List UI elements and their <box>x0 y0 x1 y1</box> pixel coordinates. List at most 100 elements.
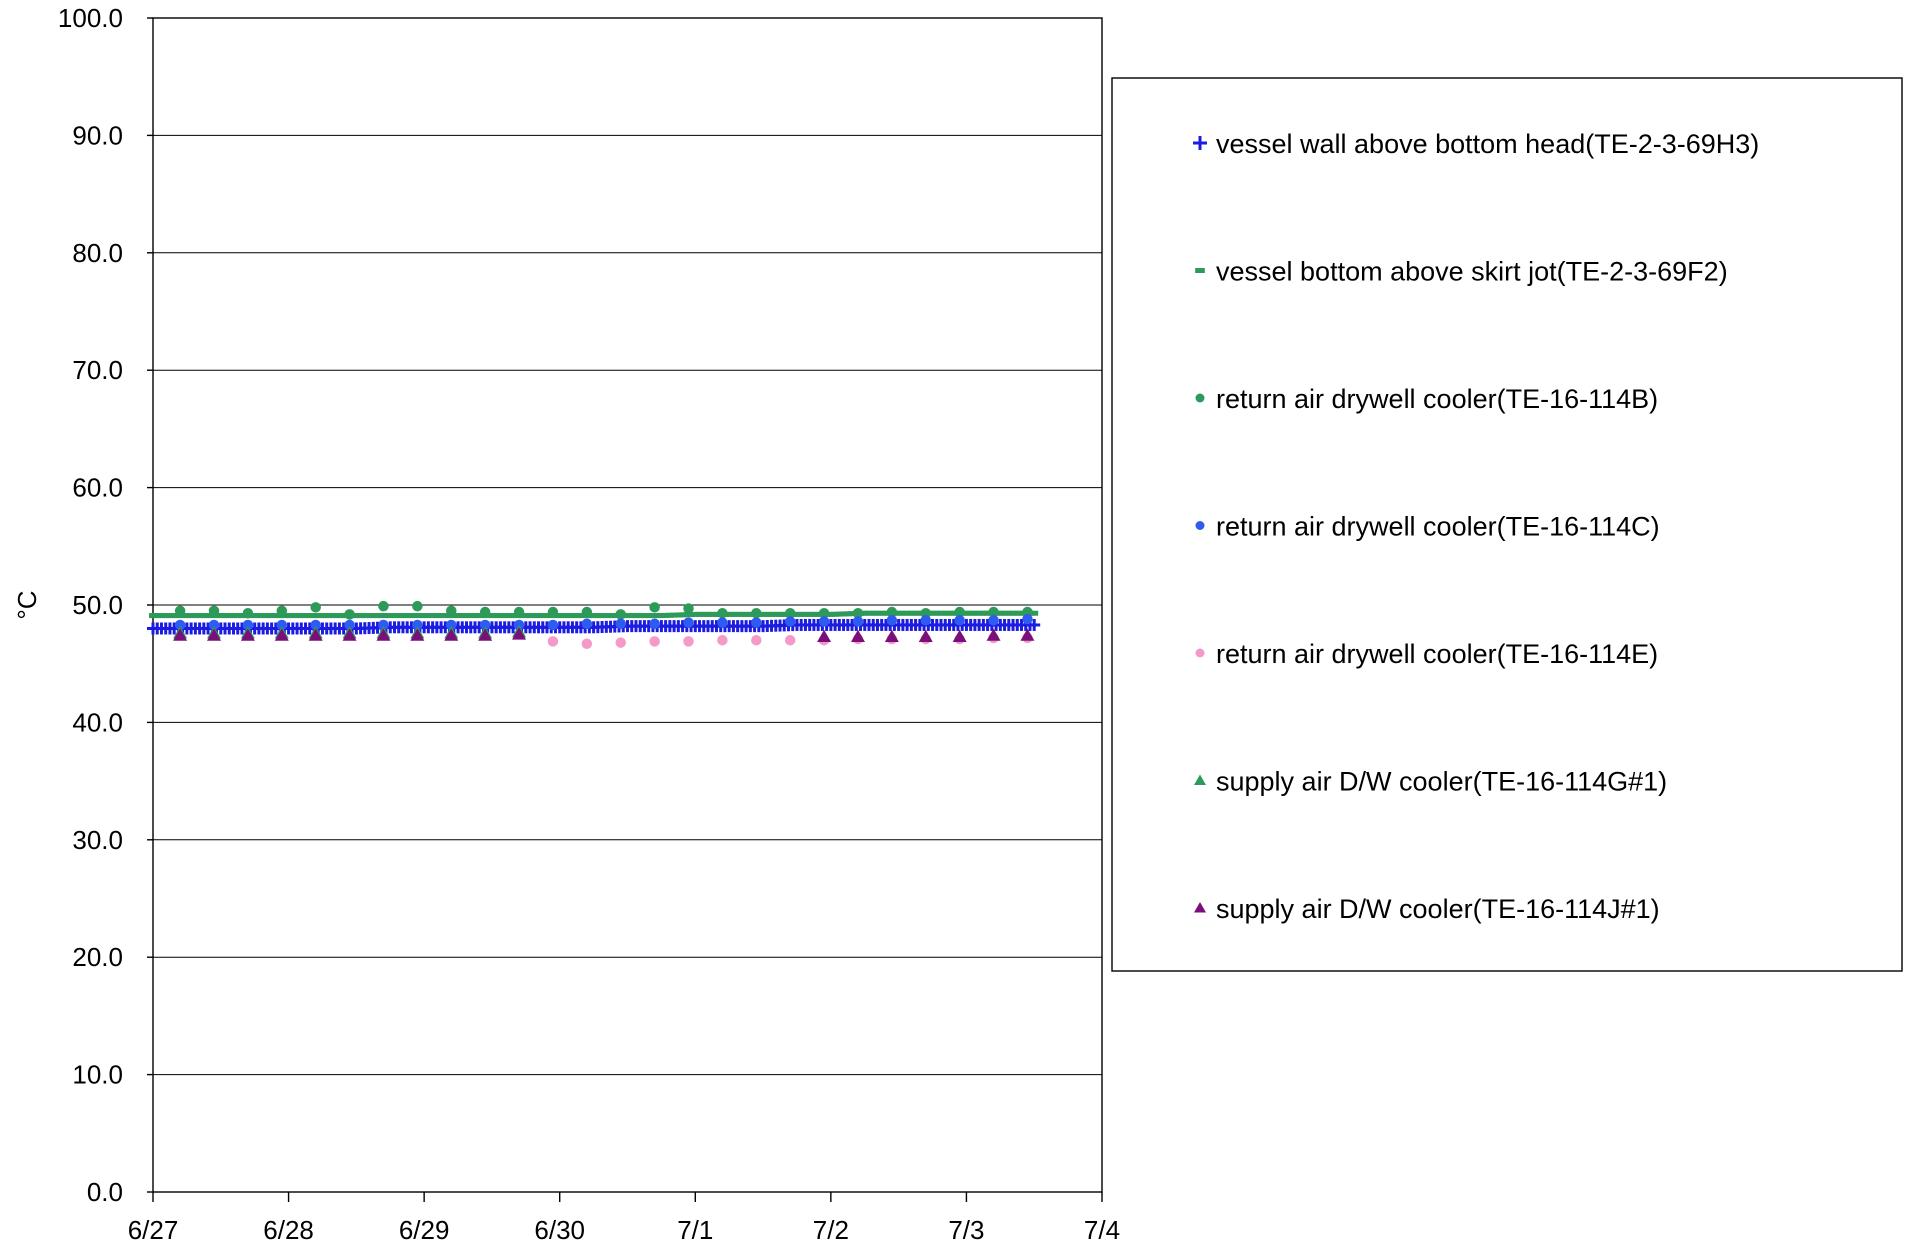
data-point <box>649 636 660 647</box>
data-point <box>496 613 505 619</box>
data-point <box>475 613 484 619</box>
data-point <box>852 616 864 627</box>
data-point <box>894 610 903 616</box>
data-point <box>157 613 166 619</box>
data-point <box>394 613 403 619</box>
data-point <box>424 613 433 619</box>
data-point <box>576 613 585 619</box>
data-point <box>864 610 873 616</box>
data-point <box>360 613 369 619</box>
data-point <box>174 619 186 631</box>
data-point <box>153 613 162 619</box>
data-marks <box>147 600 1041 649</box>
series-6 <box>173 627 1035 642</box>
x-tick-label: 7/1 <box>677 1215 713 1245</box>
data-point <box>199 613 208 619</box>
data-point <box>403 613 412 619</box>
data-point <box>729 611 738 617</box>
legend-label: supply air D/W cooler(TE-16-114J#1) <box>1216 894 1660 924</box>
data-point <box>170 613 179 619</box>
data-point <box>979 610 988 616</box>
data-point <box>737 611 746 617</box>
legend-marker <box>1194 774 1206 785</box>
data-point <box>966 610 975 616</box>
data-point <box>293 613 302 619</box>
data-point <box>615 609 626 620</box>
legend-marker <box>1195 268 1205 273</box>
legend-marker <box>1194 902 1206 913</box>
data-point <box>479 606 491 618</box>
data-point <box>581 638 593 649</box>
x-tick-label: 7/2 <box>813 1215 849 1245</box>
data-point <box>784 616 796 627</box>
data-point <box>466 613 475 619</box>
data-point <box>683 636 694 647</box>
data-point <box>903 610 912 616</box>
data-point <box>462 613 471 619</box>
data-point <box>665 612 674 618</box>
y-tick-label: 80.0 <box>72 238 123 268</box>
legend: vessel wall above bottom head(TE-2-3-69H… <box>1111 77 1903 972</box>
x-tick-label: 7/3 <box>948 1215 984 1245</box>
data-point <box>852 607 864 619</box>
data-point <box>661 612 670 618</box>
data-point <box>284 613 293 619</box>
data-point <box>818 607 830 619</box>
data-point <box>712 611 721 617</box>
data-point <box>843 611 852 617</box>
data-point <box>437 613 446 619</box>
data-point <box>835 611 844 617</box>
data-point <box>877 610 886 616</box>
data-point <box>191 613 200 619</box>
data-point <box>918 629 933 642</box>
data-point <box>458 613 467 619</box>
data-point <box>454 613 463 619</box>
data-point <box>644 613 653 619</box>
data-point <box>547 636 559 647</box>
data-point <box>412 600 423 612</box>
data-point <box>314 613 323 619</box>
data-point <box>1020 628 1035 641</box>
legend-marker <box>1195 521 1205 530</box>
y-axis-label: °C <box>12 590 42 619</box>
data-point <box>962 610 971 616</box>
legend-marker <box>1195 393 1205 403</box>
data-point <box>487 613 496 619</box>
data-point <box>937 610 946 616</box>
data-point <box>898 610 907 616</box>
data-point <box>432 613 441 619</box>
data-point <box>805 611 814 617</box>
data-point <box>746 611 755 617</box>
data-point <box>369 613 378 619</box>
y-tick-label: 50.0 <box>72 590 123 620</box>
data-point <box>559 613 568 619</box>
data-point <box>411 613 420 619</box>
data-point <box>572 613 581 619</box>
legend-label: supply air D/W cooler(TE-16-114G#1) <box>1216 767 1667 797</box>
data-point <box>377 613 386 619</box>
data-point <box>776 611 785 617</box>
data-point <box>512 627 527 640</box>
data-point <box>444 628 459 641</box>
data-point <box>975 610 984 616</box>
data-point <box>886 615 898 626</box>
data-point <box>182 613 191 619</box>
data-point <box>412 619 423 631</box>
data-point <box>446 619 457 631</box>
legend-label: vessel bottom above skirt jot(TE-2-3-69F… <box>1216 257 1728 287</box>
y-tick-label: 90.0 <box>72 120 123 150</box>
data-point <box>717 607 728 619</box>
data-point <box>598 613 607 619</box>
data-point <box>1013 610 1022 616</box>
axes: 0.0 10.0 20.0 30.0 40.0 50.0 60.0 70.0 80.0 90.0 1… <box>12 3 1120 1245</box>
data-point <box>568 613 577 619</box>
legend-entry-1: vessel bottom above skirt jot(TE-2-3-69F… <box>1195 257 1728 287</box>
data-point <box>699 611 708 617</box>
plot-area <box>152 17 1103 1193</box>
data-point <box>420 613 429 619</box>
data-point <box>509 613 518 619</box>
data-point <box>1004 610 1013 616</box>
data-point <box>449 613 458 619</box>
data-point <box>649 618 660 630</box>
data-point <box>907 610 916 616</box>
